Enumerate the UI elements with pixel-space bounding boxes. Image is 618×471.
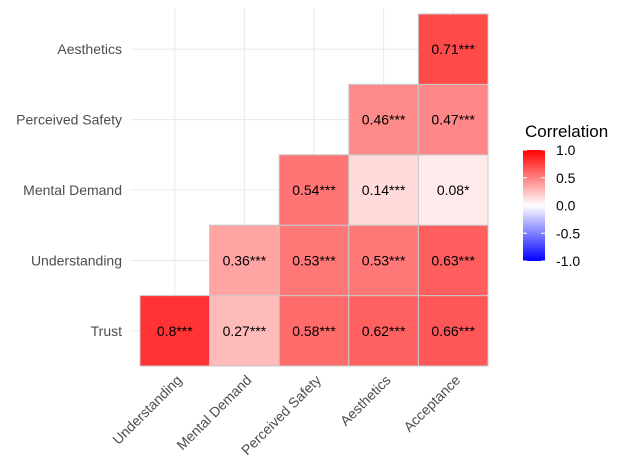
legend-tick-label: 0.0 bbox=[556, 198, 576, 214]
tile-value-label: 0.62*** bbox=[362, 323, 406, 339]
heatmap-tile bbox=[348, 224, 419, 297]
tile-value-label: 0.8*** bbox=[157, 323, 193, 339]
y-tick-label: Trust bbox=[91, 323, 122, 339]
heatmap-tile bbox=[348, 154, 419, 226]
tile-value-label: 0.53*** bbox=[362, 252, 406, 268]
legend-tick-label: -0.5 bbox=[556, 225, 580, 241]
cell-labels: 0.8*** 0.27*** 0.58*** 0.62*** 0.66*** 0.36**… bbox=[157, 41, 476, 339]
y-tick-label: Perceived Safety bbox=[16, 112, 122, 128]
tile-value-label: 0.14*** bbox=[362, 182, 406, 198]
heatmap-tile bbox=[278, 224, 350, 297]
heatmap-tile bbox=[209, 295, 280, 367]
tile-value-label: 0.27*** bbox=[223, 323, 267, 339]
heatmap-tile bbox=[417, 13, 489, 85]
tile-value-label: 0.63*** bbox=[431, 252, 475, 268]
tile-value-label: 0.71*** bbox=[431, 41, 475, 57]
x-tick-label: Understanding bbox=[109, 372, 185, 448]
legend-ticks: 1.0 0.5 0.0 -0.5 -1.0 bbox=[523, 142, 580, 269]
legend-tick-label: 1.0 bbox=[556, 142, 576, 158]
heatmap-tile bbox=[348, 83, 419, 156]
legend-colorbar bbox=[523, 150, 545, 261]
tile-value-label: 0.47*** bbox=[431, 112, 475, 128]
legend: Correlation 1.0 0.5 0.0 -0.5 -1.0 bbox=[523, 122, 608, 269]
y-tick-label: Mental Demand bbox=[23, 182, 122, 198]
heatmap-tile bbox=[417, 224, 489, 297]
tile-value-label: 0.54*** bbox=[292, 182, 336, 198]
x-tick-label: Mental Demand bbox=[173, 372, 254, 453]
y-tick-label: Aesthetics bbox=[57, 41, 122, 57]
y-axis: Trust Understanding Mental Demand Perceived… bbox=[16, 41, 122, 339]
y-tick-label: Understanding bbox=[31, 252, 122, 268]
heatmap-tile bbox=[417, 154, 489, 226]
legend-tick-label: 0.5 bbox=[556, 170, 576, 186]
heatmap-tile bbox=[278, 154, 350, 226]
tile-value-label: 0.36*** bbox=[223, 252, 267, 268]
tile-value-label: 0.46*** bbox=[362, 112, 406, 128]
heatmap-tile bbox=[209, 224, 280, 297]
legend-title: Correlation bbox=[525, 122, 608, 141]
tile-value-label: 0.66*** bbox=[431, 323, 475, 339]
x-tick-label: Aesthetics bbox=[337, 372, 394, 429]
tile-value-label: 0.58*** bbox=[292, 323, 336, 339]
heatmap-tile bbox=[278, 295, 350, 367]
tiles bbox=[139, 13, 489, 367]
tile-value-label: 0.53*** bbox=[292, 252, 336, 268]
x-tick-label: Acceptance bbox=[400, 372, 463, 435]
heatmap-tile bbox=[348, 295, 419, 367]
legend-tick-label: -1.0 bbox=[556, 253, 580, 269]
heatmap-tile bbox=[417, 295, 489, 367]
tile-value-label: 0.08* bbox=[437, 182, 470, 198]
